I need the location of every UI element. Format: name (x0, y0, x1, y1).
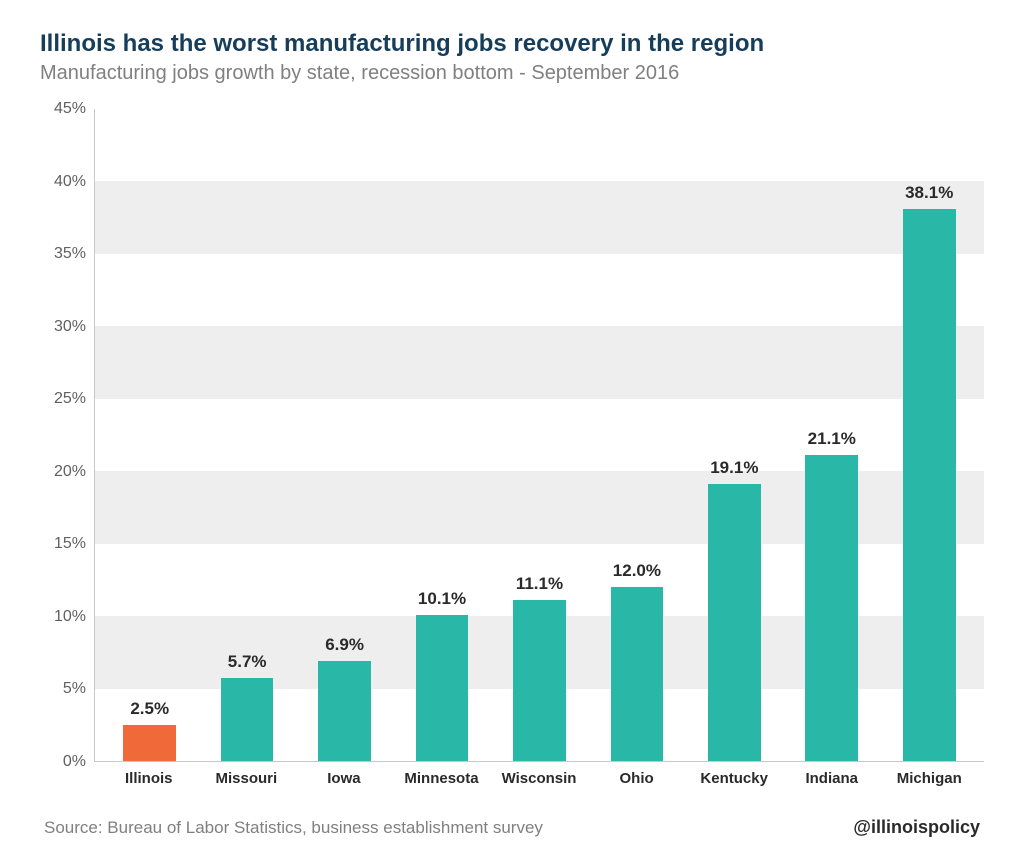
y-tick-label: 30% (54, 318, 86, 336)
bar: 10.1% (416, 615, 469, 761)
x-category-label: Missouri (198, 770, 296, 787)
bar: 2.5% (123, 725, 176, 761)
y-tick-label: 10% (54, 608, 86, 626)
chart-footer: Source: Bureau of Labor Statistics, busi… (40, 817, 984, 838)
bar: 5.7% (221, 678, 274, 761)
y-tick-label: 20% (54, 463, 86, 481)
y-tick-label: 15% (54, 535, 86, 553)
bar-slot: 19.1% (686, 109, 783, 761)
bar: 21.1% (805, 455, 858, 761)
x-category-label: Indiana (783, 770, 881, 787)
bar-value-label: 19.1% (710, 458, 758, 478)
x-category-label: Iowa (295, 770, 393, 787)
bar-slot: 5.7% (198, 109, 295, 761)
bar-slot: 12.0% (588, 109, 685, 761)
bar: 6.9% (318, 661, 371, 761)
x-category-label: Michigan (881, 770, 979, 787)
bar-slot: 38.1% (881, 109, 978, 761)
bar-value-label: 5.7% (228, 652, 267, 672)
source-text: Source: Bureau of Labor Statistics, busi… (44, 818, 543, 838)
y-tick-label: 35% (54, 245, 86, 263)
attribution-handle: @illinoispolicy (853, 817, 980, 838)
bar-value-label: 2.5% (130, 699, 169, 719)
bar-value-label: 12.0% (613, 561, 661, 581)
bar: 38.1% (903, 209, 956, 761)
bars-group: 2.5% 5.7% 6.9% 10.1% 11.1% 12.0% 19.1% 21.1% 38.… (95, 109, 984, 761)
x-axis: IllinoisMissouriIowaMinnesotaWisconsinOh… (94, 762, 984, 787)
y-tick-label: 0% (63, 753, 86, 771)
bar: 11.1% (513, 600, 566, 761)
chart-container: Illinois has the worst manufacturing job… (0, 0, 1024, 858)
bar-slot: 2.5% (101, 109, 198, 761)
x-category-label: Minnesota (393, 770, 491, 787)
y-tick-label: 25% (54, 390, 86, 408)
bar-slot: 6.9% (296, 109, 393, 761)
bar: 19.1% (708, 484, 761, 761)
bar-slot: 21.1% (783, 109, 880, 761)
y-tick-label: 5% (63, 680, 86, 698)
y-axis: 0%5%10%15%20%25%30%35%40%45% (40, 109, 94, 762)
bar-value-label: 21.1% (808, 429, 856, 449)
bar: 12.0% (611, 587, 664, 761)
bar-value-label: 10.1% (418, 589, 466, 609)
y-tick-label: 40% (54, 173, 86, 191)
chart-title: Illinois has the worst manufacturing job… (40, 30, 984, 58)
chart-area: 0%5%10%15%20%25%30%35%40%45% 2.5%5.7%6.9… (40, 109, 984, 762)
bar-slot: 11.1% (491, 109, 588, 761)
y-tick-label: 45% (54, 100, 86, 118)
x-category-label: Illinois (100, 770, 198, 787)
bar-value-label: 38.1% (905, 183, 953, 203)
plot-area: 2.5% 5.7% 6.9% 10.1% 11.1% 12.0% 19.1% 21.1% 38.… (94, 109, 984, 762)
chart-subtitle: Manufacturing jobs growth by state, rece… (40, 62, 984, 85)
x-category-label: Kentucky (685, 770, 783, 787)
x-category-label: Ohio (588, 770, 686, 787)
bar-value-label: 11.1% (516, 574, 563, 594)
x-category-label: Wisconsin (490, 770, 588, 787)
bar-value-label: 6.9% (325, 635, 364, 655)
bar-slot: 10.1% (393, 109, 490, 761)
